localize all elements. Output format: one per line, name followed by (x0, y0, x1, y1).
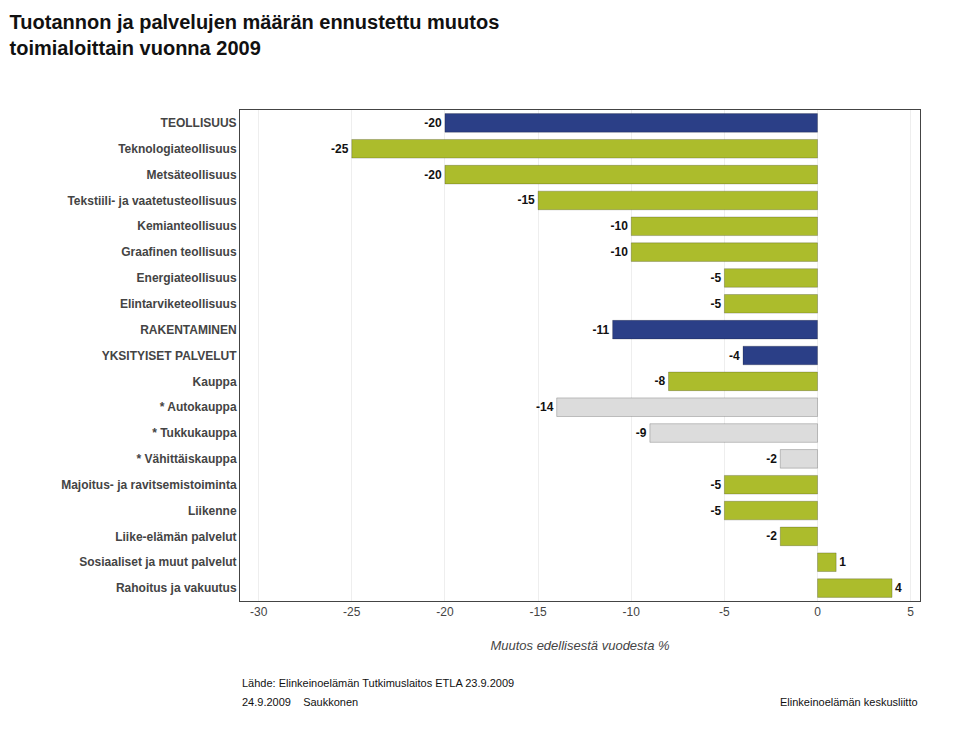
svg-text:-8: -8 (654, 374, 665, 388)
svg-text:Kemianteollisuus: Kemianteollisuus (137, 219, 237, 233)
svg-text:-2: -2 (766, 452, 777, 466)
svg-text:Liike-elämän palvelut: Liike-elämän palvelut (115, 530, 236, 544)
svg-text:-15: -15 (529, 605, 547, 619)
svg-text:-10: -10 (623, 605, 641, 619)
svg-text:-14: -14 (536, 400, 554, 414)
svg-text:-5: -5 (710, 297, 721, 311)
svg-text:-15: -15 (517, 193, 535, 207)
svg-text:Tekstiili- ja vaatetusteollisu: Tekstiili- ja vaatetusteollisuus (67, 194, 236, 208)
svg-text:Sosiaaliset ja muut palvelut: Sosiaaliset ja muut palvelut (79, 555, 236, 569)
svg-text:Majoitus- ja ravitsemistoimint: Majoitus- ja ravitsemistoiminta (61, 478, 237, 492)
svg-text:* Vähittäiskauppa: * Vähittäiskauppa (137, 452, 237, 466)
svg-text:Metsäteollisuus: Metsäteollisuus (147, 168, 237, 182)
svg-text:Teknologiateollisuus: Teknologiateollisuus (118, 142, 237, 156)
svg-text:Tuotannon ja palvelujen määrän: Tuotannon ja palvelujen määrän ennustett… (10, 11, 500, 59)
svg-text:TEOLLISUUS: TEOLLISUUS (161, 116, 237, 130)
svg-text:* Autokauppa: * Autokauppa (160, 400, 237, 414)
svg-text:YKSITYISET PALVELUT: YKSITYISET PALVELUT (102, 349, 238, 363)
svg-text:-25: -25 (331, 142, 349, 156)
svg-text:1: 1 (839, 555, 846, 569)
svg-text:Elintarviketeollisuus: Elintarviketeollisuus (120, 297, 237, 311)
svg-text:RAKENTAMINEN: RAKENTAMINEN (140, 323, 236, 337)
svg-text:Kauppa: Kauppa (193, 375, 237, 389)
svg-text:-10: -10 (611, 219, 629, 233)
svg-text:* Tukkukauppa: * Tukkukauppa (152, 426, 237, 440)
svg-text:-5: -5 (710, 478, 721, 492)
svg-text:24.9.2009 Saukkonen: 24.9.2009 Saukkonen (242, 696, 358, 708)
svg-text:5: 5 (907, 605, 914, 619)
svg-text:Elinkeinoelämän keskusliitto: Elinkeinoelämän keskusliitto (780, 696, 918, 708)
svg-text:Rahoitus ja vakuutus: Rahoitus ja vakuutus (116, 581, 237, 595)
svg-text:Liikenne: Liikenne (188, 504, 237, 518)
svg-text:-5: -5 (719, 605, 730, 619)
svg-text:-20: -20 (436, 605, 454, 619)
svg-text:-20: -20 (424, 116, 442, 130)
svg-text:-25: -25 (343, 605, 361, 619)
svg-text:Graafinen teollisuus: Graafinen teollisuus (121, 245, 237, 259)
svg-text:-5: -5 (710, 504, 721, 518)
svg-text:-4: -4 (729, 349, 740, 363)
svg-text:-11: -11 (593, 323, 610, 337)
svg-text:-5: -5 (710, 271, 721, 285)
svg-text:0: 0 (814, 605, 821, 619)
svg-text:-30: -30 (250, 605, 268, 619)
svg-text:-10: -10 (611, 245, 629, 259)
svg-text:-2: -2 (766, 529, 777, 543)
svg-text:Energiateollisuus: Energiateollisuus (137, 271, 237, 285)
svg-text:-20: -20 (424, 168, 442, 182)
svg-text:Lähde: Elinkeinoelämän Tutkimu: Lähde: Elinkeinoelämän Tutkimuslaitos ET… (242, 677, 514, 689)
svg-text:Muutos edellisestä vuodesta %: Muutos edellisestä vuodesta % (490, 638, 669, 653)
svg-text:-9: -9 (636, 426, 647, 440)
svg-text:4: 4 (895, 581, 902, 595)
